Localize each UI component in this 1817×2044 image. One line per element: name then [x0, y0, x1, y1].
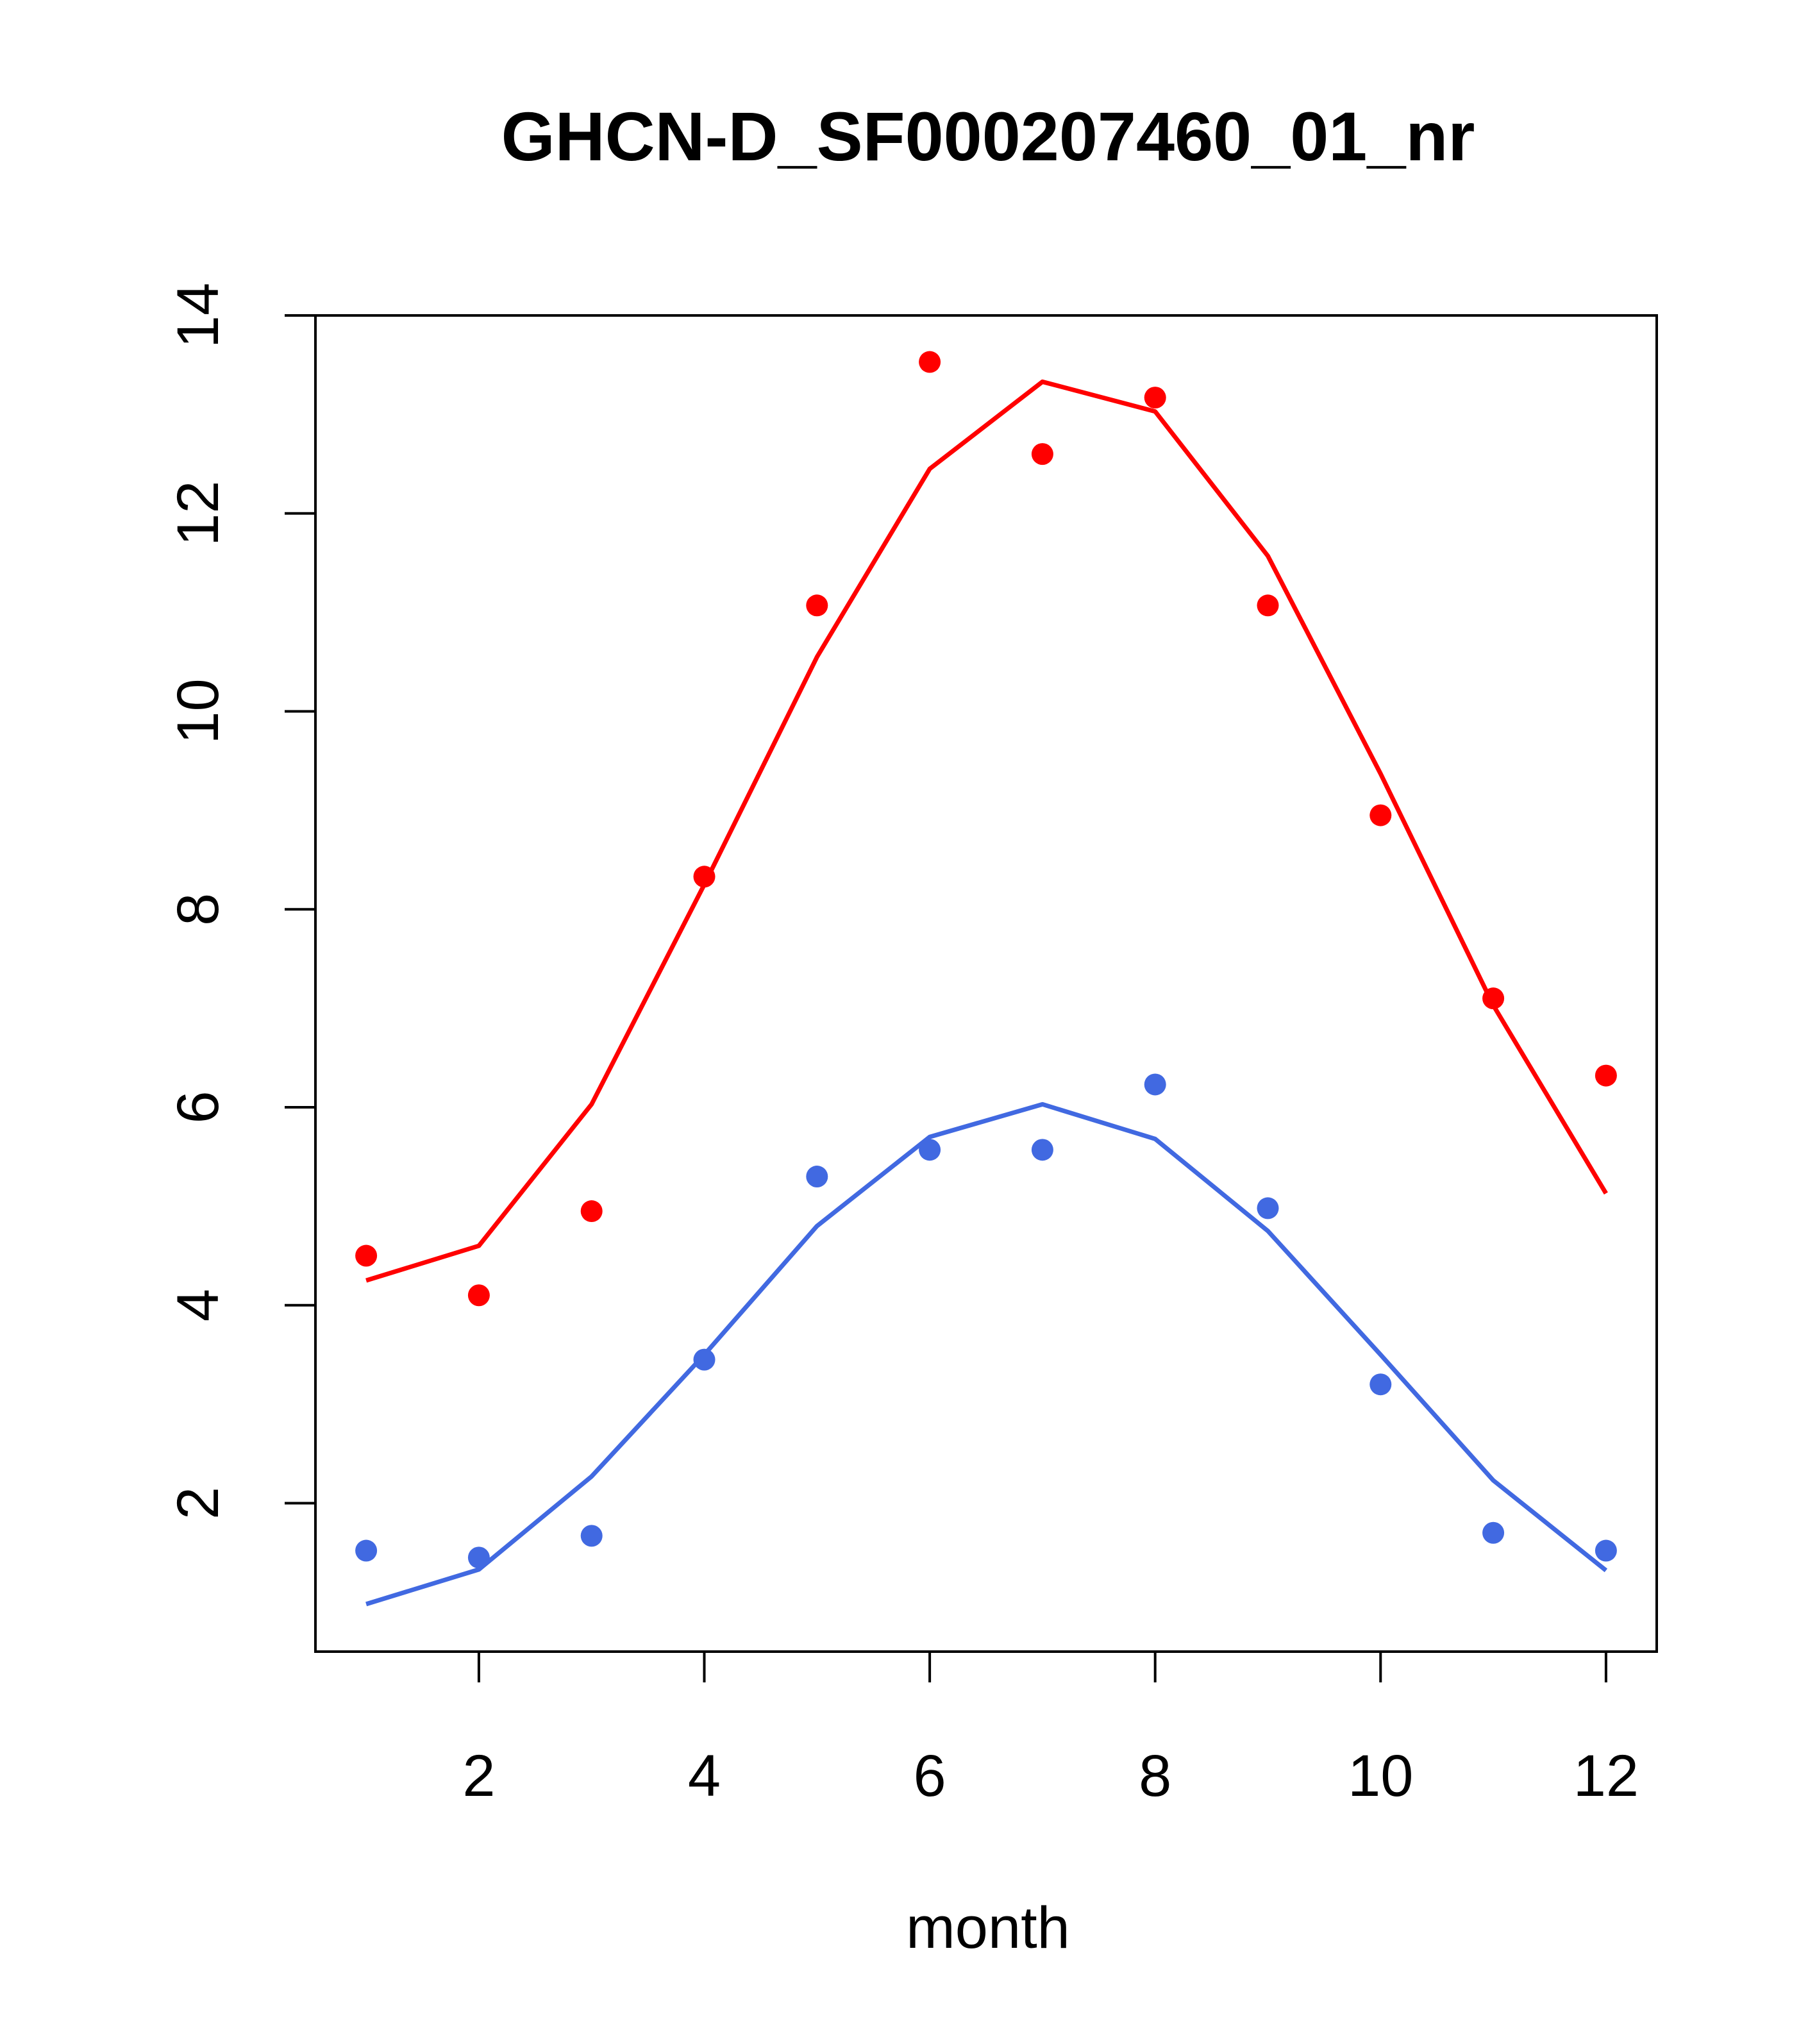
x-tick-label-4: 4 — [688, 1743, 721, 1809]
y-axis: 2 4 6 8 10 12 14 — [165, 283, 315, 1520]
series-2-point-9 — [1257, 1197, 1279, 1219]
series-1-point-11 — [1482, 987, 1505, 1010]
series-2-point-11 — [1482, 1521, 1505, 1544]
x-tick-label-12: 12 — [1573, 1743, 1639, 1809]
y-tick-label-6: 6 — [165, 1091, 231, 1123]
series-2-point-12 — [1595, 1539, 1617, 1562]
x-tick-label-6: 6 — [914, 1743, 946, 1809]
series-1-point-9 — [1257, 594, 1279, 617]
y-tick-label-4: 4 — [165, 1289, 231, 1321]
series-2-point-2 — [467, 1546, 490, 1569]
series-1-point-1 — [355, 1244, 378, 1267]
series-1-point-12 — [1595, 1064, 1617, 1087]
series-1-point-3 — [580, 1200, 603, 1223]
y-tick-label-10: 10 — [165, 678, 231, 744]
x-axis: 2 4 6 8 10 12 — [462, 1652, 1639, 1809]
series-2-point-5 — [806, 1166, 828, 1188]
plot-frame — [314, 314, 1658, 1653]
series-1-point-5 — [806, 594, 828, 617]
y-tick-label-8: 8 — [165, 893, 231, 926]
series-2-point-10 — [1369, 1373, 1392, 1396]
series-2-point-6 — [919, 1139, 941, 1161]
x-tick-label-8: 8 — [1139, 1743, 1171, 1809]
series-2-point-4 — [693, 1348, 716, 1371]
y-tick-label-12: 12 — [165, 481, 231, 546]
y-tick-label-14: 14 — [165, 283, 231, 348]
series-2-point-1 — [355, 1539, 378, 1562]
series-2-point-7 — [1031, 1139, 1053, 1161]
series-1-point-2 — [467, 1284, 490, 1307]
series-layer — [355, 351, 1617, 1607]
series-1-point-6 — [919, 351, 941, 373]
series-1-point-4 — [693, 866, 716, 888]
x-tick-label-2: 2 — [462, 1743, 495, 1809]
series-1-point-7 — [1031, 443, 1053, 465]
series-1-line — [365, 379, 1608, 1283]
series-2-line — [365, 1102, 1608, 1607]
series-1-point-8 — [1144, 387, 1166, 409]
series-2-point-3 — [580, 1525, 603, 1547]
y-tick-label-2: 2 — [165, 1487, 231, 1520]
chart-title: GHCN-D_SF000207460_01_nr — [501, 97, 1475, 175]
series-2-point-8 — [1144, 1073, 1166, 1096]
x-tick-label-10: 10 — [1348, 1743, 1413, 1809]
series-1-point-10 — [1369, 804, 1392, 826]
x-axis-label: month — [906, 1895, 1070, 1961]
